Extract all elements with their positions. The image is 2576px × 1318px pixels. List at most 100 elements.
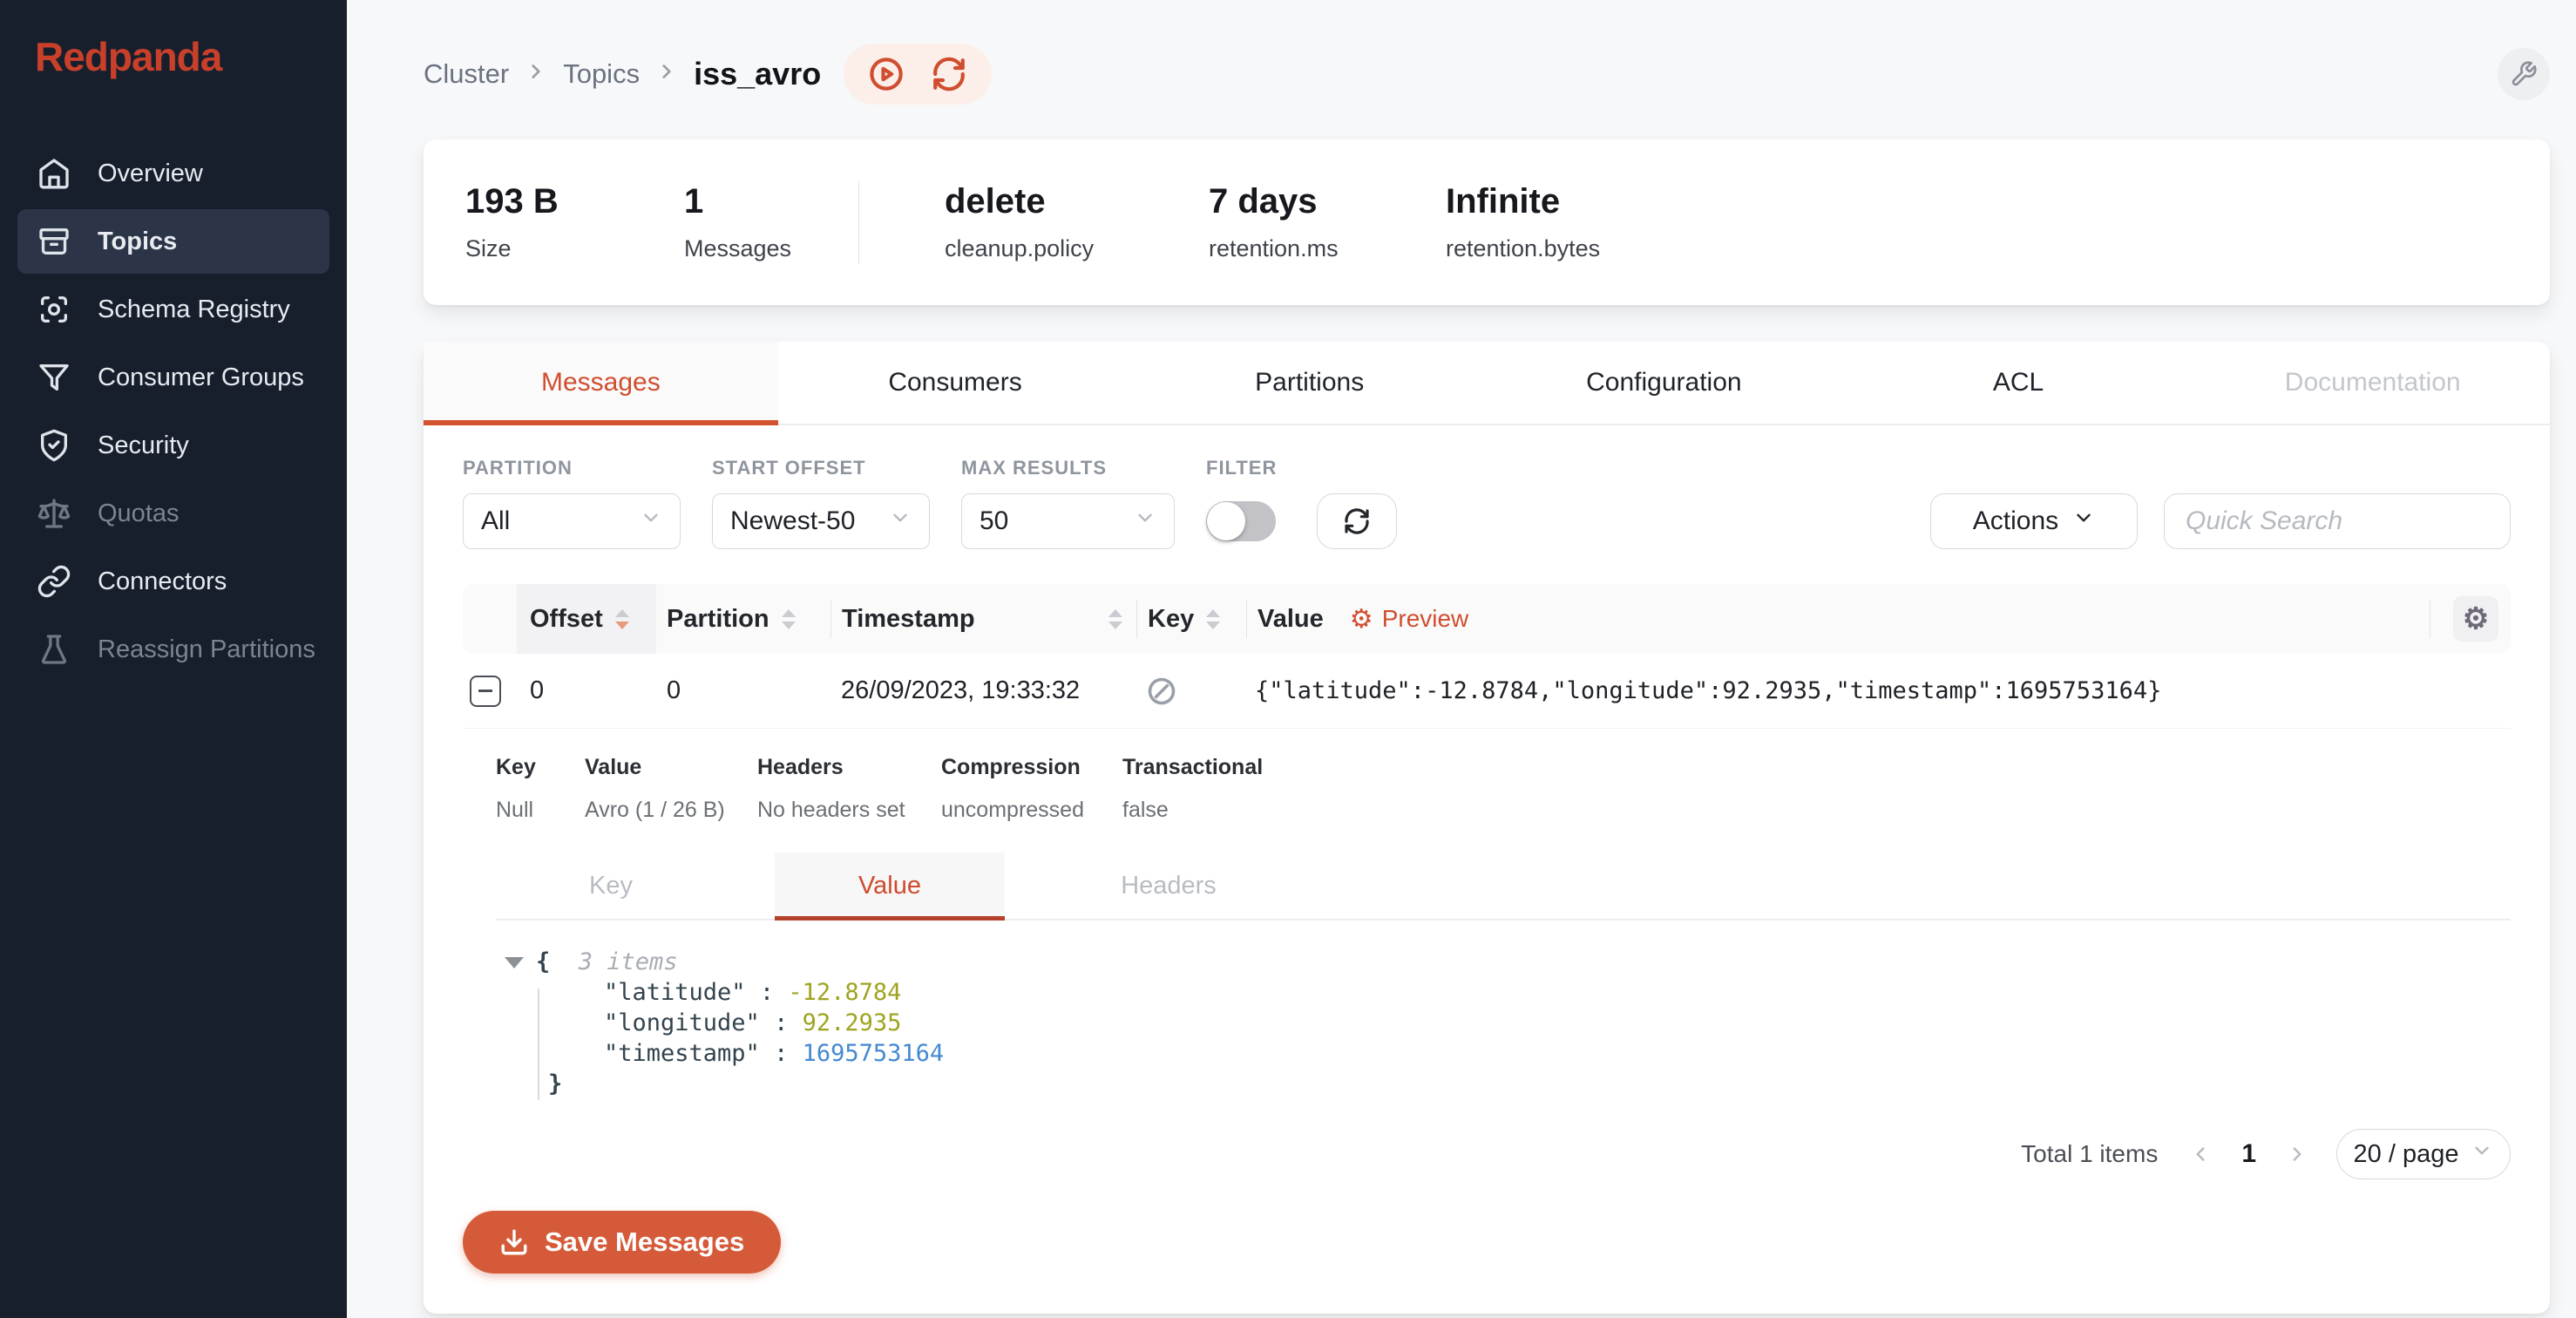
meta-compression: Compression uncompressed [941,755,1122,823]
sidebar-item-quotas[interactable]: Quotas [17,481,329,546]
max-results-select[interactable]: 50 [961,493,1175,549]
breadcrumb-cluster[interactable]: Cluster [424,58,510,89]
column-settings-button[interactable]: ⚙ [2453,596,2498,642]
page-size-select[interactable]: 20 / page [2336,1129,2511,1179]
messages-table: Offset Partition Timestamp Key [463,584,2511,1103]
sidebar-item-label: Security [98,431,189,459]
start-offset-select[interactable]: Newest-50 [712,493,930,549]
page-title-topic-name: iss_avro [694,56,822,92]
sidebar-item-security[interactable]: Security [17,413,329,478]
sidebar-item-overview[interactable]: Overview [17,141,329,206]
schema-registry-icon [41,296,68,323]
column-header-partition[interactable]: Partition [656,584,830,654]
column-header-offset[interactable]: Offset [517,584,656,654]
gear-icon: ⚙ [1349,604,1373,634]
meta-key: Key Null [496,755,585,823]
tab-consumers[interactable]: Consumers [888,368,1022,397]
stat-size: 193 B Size [465,182,684,262]
sidebar-item-label: Quotas [98,499,180,527]
save-row: Save Messages [463,1211,2511,1274]
payload-tab-key[interactable]: Key [589,871,633,900]
meta-label: Value [585,755,642,779]
filter-toggle[interactable] [1206,501,1276,541]
max-results-filter-label: MAX RESULTS [961,457,1108,479]
stat-retention-ms: 7 days retention.ms [1209,182,1446,262]
sidebar-item-schema-registry[interactable]: Schema Registry [17,277,329,342]
meta-label: Compression [941,755,1081,779]
json-key: "timestamp" [604,1040,760,1067]
breadcrumb-topics[interactable]: Topics [563,58,641,89]
meta-label: Headers [757,755,844,779]
partition-select-value: All [481,506,511,535]
page-number[interactable]: 1 [2241,1139,2256,1168]
shield-icon [41,429,68,462]
next-page-button[interactable] [2286,1143,2308,1165]
wrench-icon [2512,61,2537,86]
home-icon [39,159,69,189]
column-label: Offset [530,604,603,633]
breadcrumb: Cluster Topics iss_avro [424,56,821,92]
stat-label: Size [465,235,512,262]
topics-icon [39,228,69,255]
sort-carets-icon [1108,608,1122,629]
message-meta: Key Null Value Avro (1 / 26 B) Headers N… [496,755,2511,823]
tab-acl[interactable]: ACL [1992,368,2044,397]
meta-transactional: Transactional false [1122,755,1263,823]
stat-value: 7 days [1209,182,1318,221]
column-header-timestamp[interactable]: Timestamp [831,584,1136,654]
preview-button[interactable]: ⚙ Preview [1350,604,1469,635]
meta-label: Transactional [1122,755,1264,779]
chevron-down-icon [2471,1139,2493,1169]
actions-dropdown-button[interactable]: Actions [1930,493,2138,549]
sidebar-item-label: Topics [98,227,178,255]
collapse-node-icon[interactable] [505,957,524,968]
quick-search-input[interactable] [2164,493,2511,549]
scales-icon [37,499,71,528]
json-tree-viewer: { 3 items "latitude" : -12.8784 "longitu… [496,921,2511,1103]
stat-messages: 1 Messages [684,182,858,262]
filter-funnel-icon [39,364,69,391]
tab-documentation[interactable]: Documentation [2284,368,2461,397]
chevron-right-icon [655,58,678,90]
settings-wrench-button[interactable] [2498,48,2550,100]
stat-value: delete [945,182,1046,221]
refresh-messages-button[interactable] [1317,493,1398,549]
stat-retention-bytes: Infinite retention.bytes [1446,182,1600,262]
json-line-open: { 3 items [505,947,2511,977]
sidebar: Redpanda Overview Topics Schema Registry… [0,0,347,1318]
json-value-float: -12.8784 [788,979,902,1006]
payload-tab-headers[interactable]: Headers [1121,871,1217,900]
filters-right-group: Actions [1930,493,2511,549]
collapse-row-button[interactable] [470,675,501,707]
partition-select[interactable]: All [463,493,681,549]
tab-messages[interactable]: Messages [424,342,778,425]
column-header-key[interactable]: Key [1137,584,1246,654]
partition-filter-label: PARTITION [463,457,573,479]
previous-page-button[interactable] [2189,1143,2212,1165]
tab-partitions[interactable]: Partitions [1255,368,1365,397]
header-divider [830,600,831,638]
start-offset-select-value: Newest-50 [730,506,856,535]
message-row[interactable]: 0 0 26/09/2023, 19:33:32 {"latitude":-12… [463,654,2511,729]
chevron-left-icon [2196,1147,2205,1161]
json-line-entry: "timestamp" : 1695753164 [505,1038,2511,1069]
refresh-topic-icon[interactable] [931,56,967,92]
sidebar-item-connectors[interactable]: Connectors [17,549,329,614]
tab-configuration[interactable]: Configuration [1586,368,1742,397]
produce-message-icon[interactable] [868,56,905,92]
json-separator: : [759,1009,803,1036]
save-messages-button[interactable]: Save Messages [463,1211,782,1274]
meta-value-info: Value Avro (1 / 26 B) [585,755,757,823]
sidebar-item-reassign-partitions[interactable]: Reassign Partitions [17,617,329,682]
sidebar-item-topics[interactable]: Topics [17,209,329,274]
topic-stats-card: 193 B Size 1 Messages delete cleanup.pol… [424,139,2550,305]
sidebar-item-consumer-groups[interactable]: Consumer Groups [17,345,329,410]
cell-offset: 0 [530,676,545,704]
start-offset-filter-label: START OFFSET [712,457,866,479]
header-divider [1246,600,1247,638]
column-label: Timestamp [842,604,975,633]
sidebar-item-label: Overview [98,159,203,187]
payload-tab-value[interactable]: Value [775,853,1005,921]
redpanda-logo: Redpanda [35,34,222,79]
minus-icon [478,690,492,692]
